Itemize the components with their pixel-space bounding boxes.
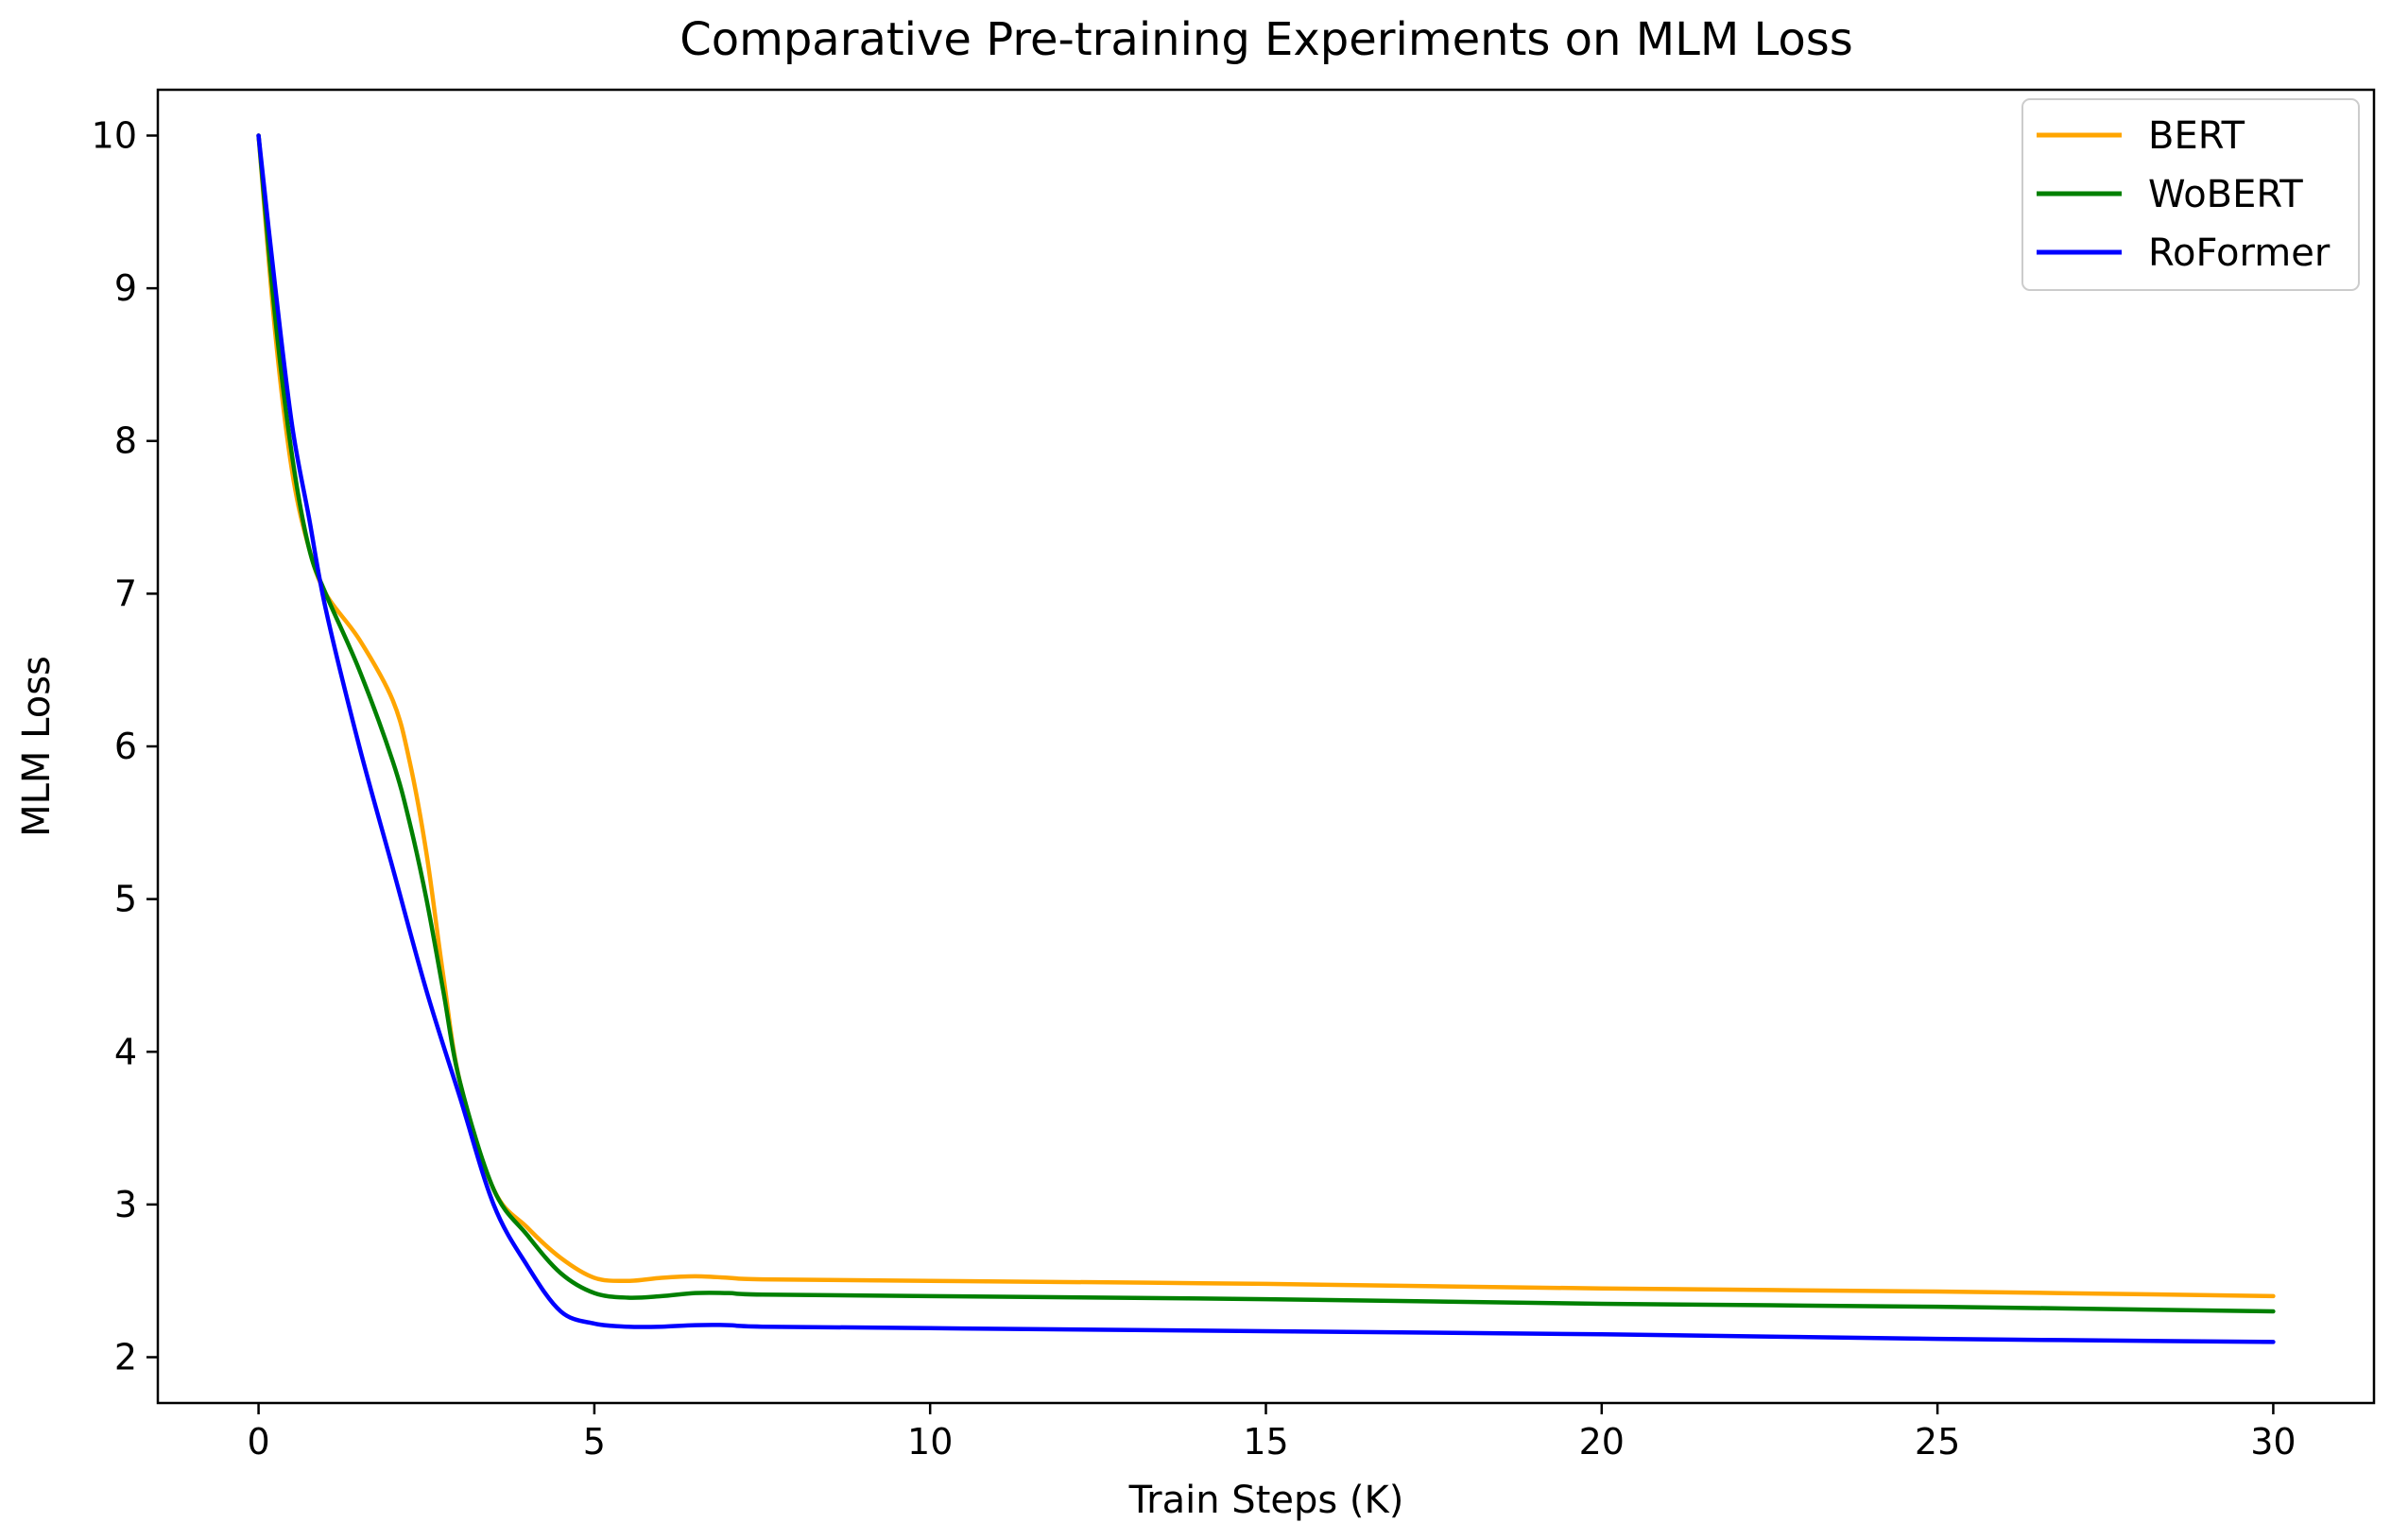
x-tick-label: 10 [907, 1421, 953, 1463]
x-tick-label: 25 [1915, 1421, 1960, 1463]
series-line-roformer [256, 133, 2276, 1344]
chart-title: Comparative Pre-training Experiments on … [679, 13, 1853, 66]
y-tick-label: 2 [114, 1337, 137, 1378]
series-line-wobert [256, 133, 2276, 1314]
x-axis-label: Train Steps (K) [1128, 1479, 1404, 1522]
y-tick-label: 10 [92, 114, 137, 156]
legend-label-roformer: RoFormer [2148, 231, 2331, 275]
y-tick-label: 3 [114, 1184, 137, 1225]
legend-entry-wobert: WoBERT [2037, 173, 2303, 216]
y-tick-label: 6 [114, 726, 137, 767]
legend-entry-roformer: RoFormer [2037, 231, 2331, 275]
legend-box [2021, 98, 2360, 291]
y-tick-label: 9 [114, 267, 137, 309]
x-tick-label: 30 [2250, 1421, 2296, 1463]
x-tick-label: 5 [583, 1421, 606, 1463]
y-axis: 2 3 4 5 6 7 8 9 10 [92, 114, 158, 1378]
legend-entry-bert: BERT [2037, 114, 2245, 158]
legend-label-bert: BERT [2148, 114, 2245, 158]
x-axis: 0 5 10 15 20 25 30 [247, 1403, 2296, 1463]
legend: BERT WoBERT RoFormer [2021, 98, 2360, 291]
y-tick-label: 7 [114, 573, 137, 614]
y-tick-label: 5 [114, 879, 137, 920]
x-tick-label: 15 [1243, 1421, 1288, 1463]
series-layer [256, 133, 2276, 1344]
y-tick-label: 4 [114, 1031, 137, 1072]
legend-label-wobert: WoBERT [2148, 173, 2303, 216]
x-tick-label: 0 [247, 1421, 269, 1463]
y-tick-label: 8 [114, 420, 137, 462]
x-tick-label: 20 [1579, 1421, 1625, 1463]
y-axis-label: MLM Loss [15, 656, 59, 837]
